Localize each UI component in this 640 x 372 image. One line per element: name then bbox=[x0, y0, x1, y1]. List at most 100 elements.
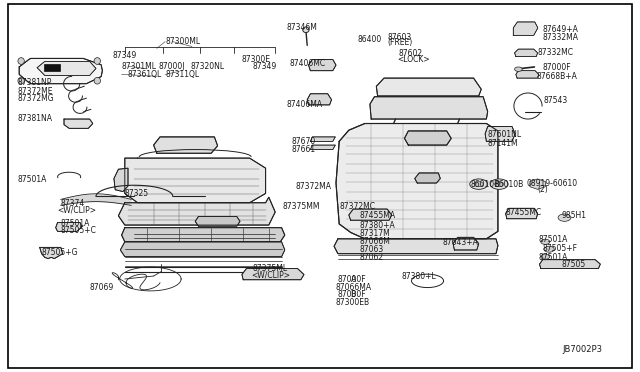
Text: 87406MA: 87406MA bbox=[287, 100, 323, 109]
Text: 87543: 87543 bbox=[544, 96, 568, 105]
Text: 87501A: 87501A bbox=[539, 235, 568, 244]
Polygon shape bbox=[513, 22, 538, 35]
Text: 87381NP: 87381NP bbox=[18, 78, 52, 87]
Polygon shape bbox=[349, 209, 392, 220]
Text: 87380+L: 87380+L bbox=[402, 272, 436, 280]
Text: 08919-60610: 08919-60610 bbox=[526, 179, 577, 187]
Text: 985H1: 985H1 bbox=[562, 211, 587, 220]
Text: 87601NL: 87601NL bbox=[488, 130, 522, 139]
Text: 87000F: 87000F bbox=[543, 63, 572, 72]
Polygon shape bbox=[453, 237, 479, 250]
Text: 87063: 87063 bbox=[360, 245, 384, 254]
Circle shape bbox=[490, 179, 508, 189]
Polygon shape bbox=[485, 126, 515, 141]
Text: 86010B: 86010B bbox=[494, 180, 524, 189]
Text: 86010B: 86010B bbox=[470, 180, 500, 189]
Polygon shape bbox=[516, 71, 539, 78]
Text: 87066MA: 87066MA bbox=[336, 283, 372, 292]
Text: 87320NL: 87320NL bbox=[191, 62, 225, 71]
Text: 87317M: 87317M bbox=[360, 229, 390, 238]
Text: 87346M: 87346M bbox=[287, 23, 317, 32]
Text: 87062: 87062 bbox=[360, 253, 384, 262]
Text: 87361QL: 87361QL bbox=[128, 70, 163, 79]
Text: 87372MG: 87372MG bbox=[18, 94, 54, 103]
Circle shape bbox=[470, 179, 488, 189]
Ellipse shape bbox=[18, 58, 24, 64]
Circle shape bbox=[474, 182, 483, 187]
Polygon shape bbox=[376, 78, 481, 96]
Text: 87372MC: 87372MC bbox=[339, 202, 375, 211]
Text: 87141M: 87141M bbox=[488, 139, 518, 148]
Text: 87661: 87661 bbox=[291, 145, 316, 154]
Text: 87501A: 87501A bbox=[539, 253, 568, 262]
Polygon shape bbox=[120, 242, 285, 257]
Polygon shape bbox=[40, 247, 63, 259]
Text: 87000J: 87000J bbox=[159, 62, 185, 71]
Text: 87602: 87602 bbox=[398, 49, 422, 58]
Text: 87406MC: 87406MC bbox=[290, 59, 326, 68]
Polygon shape bbox=[307, 94, 332, 105]
Circle shape bbox=[515, 67, 522, 71]
Text: (FREE): (FREE) bbox=[387, 38, 412, 47]
Circle shape bbox=[495, 182, 504, 187]
Text: A: A bbox=[351, 275, 356, 284]
Polygon shape bbox=[125, 158, 266, 203]
Ellipse shape bbox=[303, 27, 309, 32]
Polygon shape bbox=[310, 145, 335, 150]
Polygon shape bbox=[114, 168, 128, 192]
Text: 87300E: 87300E bbox=[242, 55, 271, 64]
Text: 87325: 87325 bbox=[125, 189, 149, 198]
Polygon shape bbox=[242, 269, 304, 280]
Text: 87501A: 87501A bbox=[61, 219, 90, 228]
Text: 87374: 87374 bbox=[61, 199, 85, 208]
Text: 87455MA: 87455MA bbox=[360, 211, 396, 220]
Text: 87372ME: 87372ME bbox=[18, 87, 53, 96]
Text: 87501A: 87501A bbox=[18, 175, 47, 184]
Text: 87349: 87349 bbox=[113, 51, 137, 60]
Text: <LOCK>: <LOCK> bbox=[397, 55, 429, 64]
Text: 87000F: 87000F bbox=[338, 290, 367, 299]
Polygon shape bbox=[122, 228, 285, 242]
Text: 87301ML: 87301ML bbox=[122, 62, 157, 71]
Circle shape bbox=[541, 239, 550, 244]
Text: 87505+C: 87505+C bbox=[61, 226, 97, 235]
Text: 87505+F: 87505+F bbox=[543, 244, 578, 253]
Text: 87505+G: 87505+G bbox=[42, 248, 78, 257]
Text: 87066M: 87066M bbox=[360, 237, 390, 246]
Text: 87375ML: 87375ML bbox=[253, 264, 288, 273]
Text: 87000F: 87000F bbox=[338, 275, 367, 284]
Polygon shape bbox=[56, 222, 82, 231]
Text: 87643+A: 87643+A bbox=[443, 238, 479, 247]
Polygon shape bbox=[336, 124, 498, 239]
Polygon shape bbox=[37, 61, 96, 76]
Ellipse shape bbox=[18, 77, 24, 84]
Text: 87603: 87603 bbox=[387, 33, 412, 42]
Text: (2): (2) bbox=[538, 185, 548, 194]
Polygon shape bbox=[308, 60, 336, 71]
Text: B: B bbox=[351, 290, 356, 299]
Polygon shape bbox=[195, 217, 240, 226]
Text: JB7002P3: JB7002P3 bbox=[562, 345, 602, 354]
Text: 87300EB: 87300EB bbox=[336, 298, 370, 307]
Text: 87670: 87670 bbox=[291, 137, 316, 146]
Text: 87311QL: 87311QL bbox=[165, 70, 199, 79]
Polygon shape bbox=[310, 137, 335, 141]
Polygon shape bbox=[540, 260, 600, 269]
Text: 87332MA: 87332MA bbox=[543, 33, 579, 42]
Text: 87069: 87069 bbox=[90, 283, 114, 292]
Polygon shape bbox=[515, 49, 538, 57]
Circle shape bbox=[544, 246, 554, 252]
Text: <W/CLIP>: <W/CLIP> bbox=[251, 271, 290, 280]
Text: 87381NA: 87381NA bbox=[18, 114, 53, 123]
Polygon shape bbox=[415, 173, 440, 183]
Polygon shape bbox=[370, 97, 488, 119]
Polygon shape bbox=[404, 131, 451, 145]
Ellipse shape bbox=[94, 58, 100, 64]
Text: 87332MC: 87332MC bbox=[538, 48, 573, 57]
Polygon shape bbox=[19, 58, 102, 84]
Text: 87375MM: 87375MM bbox=[283, 202, 321, 211]
Polygon shape bbox=[154, 137, 218, 153]
Text: 87455MC: 87455MC bbox=[506, 208, 541, 217]
Polygon shape bbox=[64, 119, 93, 128]
Text: 87668B+A: 87668B+A bbox=[536, 72, 577, 81]
